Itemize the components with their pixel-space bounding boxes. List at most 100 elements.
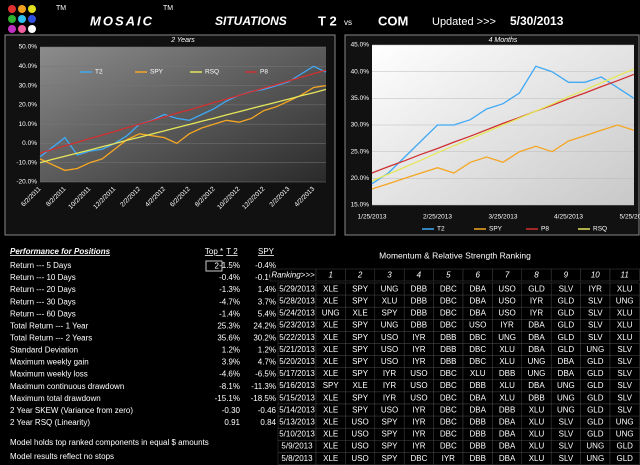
- ticker-cell: GLD: [587, 381, 604, 390]
- ticker-cell: XLE: [323, 345, 338, 354]
- ticker-cell: DBA: [469, 309, 486, 318]
- column-header: 11: [621, 271, 629, 280]
- ticker-cell: DBB: [469, 442, 485, 451]
- ticker-cell: XLE: [323, 405, 338, 414]
- ticker-cell: UNG: [381, 284, 399, 293]
- ticker-cell: XLE: [323, 333, 338, 342]
- ticker-cell: UNG: [381, 321, 399, 330]
- ticker-cell: GLD: [587, 430, 604, 439]
- ticker-cell: DBC: [440, 442, 457, 451]
- row-label: Total Return --- 2 Years: [10, 334, 92, 343]
- ticker-cell: SLV: [588, 321, 603, 330]
- ticker-cell: DBA: [528, 333, 545, 342]
- ticker-cell: IYR: [412, 357, 426, 366]
- ticker-cell: XLU: [499, 345, 515, 354]
- ticker-cell: SPY: [352, 284, 369, 293]
- content: 2 Years-20.0%-10.0%0.0%10.0%20.0%30.0%40…: [10, 37, 640, 465]
- cell: 1.2%: [258, 346, 276, 355]
- ticker-cell: USO: [498, 284, 515, 293]
- ticker-cell: SPY: [352, 393, 369, 402]
- cell: 4.7%: [258, 358, 276, 367]
- ticker-cell: USO: [351, 442, 368, 451]
- date-cell: 5/22/2013: [279, 333, 315, 342]
- y-tick-label: 40.0%: [351, 68, 370, 75]
- ticker-cell: IYR: [500, 321, 514, 330]
- ticker-cell: DBC: [440, 393, 457, 402]
- ticker-cell: DBC: [440, 284, 457, 293]
- ticker-cell: XLU: [382, 297, 398, 306]
- cell: -1.4%: [219, 309, 240, 318]
- date-cell: 5/10/2013: [279, 430, 315, 439]
- ticker-cell: SLV: [559, 454, 574, 463]
- legend-label: T2: [95, 69, 103, 76]
- x-tick-label: 4/25/2013: [554, 214, 583, 221]
- legend-label: RSQ: [205, 69, 219, 76]
- ticker-cell: GLD: [587, 393, 604, 402]
- ticker-cell: XLE: [323, 442, 338, 451]
- ticker-cell: USO: [381, 333, 398, 342]
- date-cell: 5/13/2013: [279, 418, 315, 427]
- ticker-cell: DBA: [528, 345, 545, 354]
- ticker-cell: XLE: [323, 393, 338, 402]
- ticker-cell: SPY: [352, 333, 369, 342]
- versus: vs: [344, 18, 352, 27]
- series-line: [39, 65, 327, 158]
- ticker-cell: SPY: [381, 309, 398, 318]
- row-label: Maximum total drawdown: [10, 394, 101, 403]
- legend-label: P8: [541, 226, 549, 233]
- ticker-cell: GLD: [558, 297, 575, 306]
- y-tick-label: 15.0%: [351, 202, 370, 209]
- ticker-cell: SLV: [588, 333, 603, 342]
- ticker-cell: DBC: [440, 381, 457, 390]
- ticker-cell: DBB: [411, 297, 427, 306]
- ticker-cell: GLD: [528, 284, 545, 293]
- ticker-cell: GLD: [558, 321, 575, 330]
- series-line: [371, 124, 635, 190]
- y-tick-label: 10.0%: [19, 121, 38, 128]
- ticker-cell: XLU: [499, 381, 515, 390]
- ticker-cell: SPY: [381, 418, 398, 427]
- cell: 25.3%: [217, 321, 240, 330]
- column-header: 4: [417, 271, 422, 280]
- row-label: Total Return --- 1 Year: [10, 321, 89, 330]
- top-count: 2: [215, 262, 220, 271]
- ticker-cell: GLD: [587, 369, 604, 378]
- ticker-cell: DBA: [469, 393, 486, 402]
- ticker-cell: IYR: [412, 418, 426, 427]
- row-label: Return --- 60 Days: [10, 309, 76, 318]
- ticker-cell: SLV: [617, 393, 632, 402]
- ticker-cell: XLU: [529, 418, 545, 427]
- ticker-cell: DBA: [499, 418, 516, 427]
- ticker-cell: UNG: [586, 454, 604, 463]
- date-cell: 5/9/2013: [281, 442, 313, 451]
- ticker-cell: SPY: [352, 297, 369, 306]
- series-line: [39, 84, 327, 172]
- ticker-cell: IYR: [412, 333, 426, 342]
- date-cell: 5/15/2013: [279, 393, 315, 402]
- ticker-cell: DBB: [469, 430, 485, 439]
- y-tick-label: 0.0%: [22, 140, 37, 147]
- ticker-cell: SLV: [588, 297, 603, 306]
- y-tick-label: -20.0%: [16, 179, 37, 186]
- ticker-cell: DBA: [558, 369, 575, 378]
- ticker-cell: SLV: [588, 309, 603, 318]
- ticker-cell: XLU: [529, 405, 545, 414]
- updated-date: 5/30/2013: [510, 14, 564, 28]
- cell: 24.2%: [253, 321, 276, 330]
- ticker-cell: IYR: [589, 284, 603, 293]
- x-tick-label: 1/25/2013: [358, 214, 387, 221]
- y-tick-label: 50.0%: [19, 44, 38, 51]
- y-tick-label: -10.0%: [16, 159, 37, 166]
- ticker-cell: SPY: [323, 381, 340, 390]
- cell: -0.46: [258, 406, 277, 415]
- ticker-cell: DBB: [528, 393, 544, 402]
- legend-label: P8: [260, 69, 268, 76]
- page-title: SITUATIONS: [215, 14, 287, 28]
- input-box: [205, 260, 223, 272]
- cell: 0.84: [260, 418, 276, 427]
- date-cell: 5/29/2013: [279, 284, 315, 293]
- ticker-cell: DBC: [440, 418, 457, 427]
- ticker-cell: UNG: [557, 405, 575, 414]
- cell: -4.7%: [219, 297, 240, 306]
- ticker-cell: XLU: [529, 454, 545, 463]
